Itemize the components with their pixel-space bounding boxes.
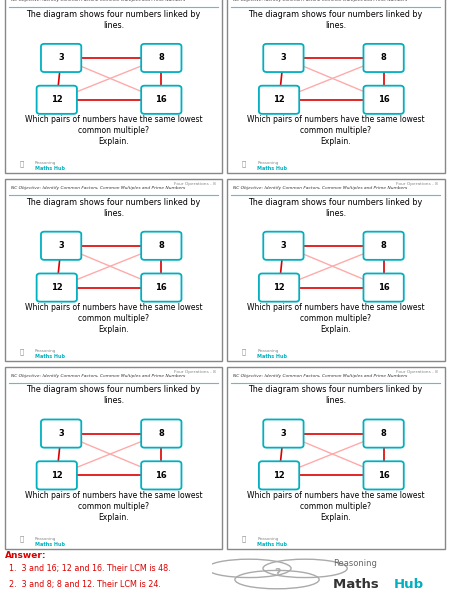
Text: Four Operations - 8: Four Operations - 8 <box>396 370 438 374</box>
FancyBboxPatch shape <box>263 232 304 260</box>
Text: 2.  3 and 8; 8 and 12. Their LCM is 24.: 2. 3 and 8; 8 and 12. Their LCM is 24. <box>9 580 161 589</box>
Text: Reasoning: Reasoning <box>35 349 56 358</box>
FancyBboxPatch shape <box>259 274 299 302</box>
Text: Reasoning: Reasoning <box>35 161 56 170</box>
Text: Reasoning: Reasoning <box>35 536 56 545</box>
Text: 16: 16 <box>155 283 167 292</box>
Text: 12: 12 <box>273 283 285 292</box>
FancyBboxPatch shape <box>36 274 77 302</box>
FancyBboxPatch shape <box>263 44 304 72</box>
Text: Ⓡ: Ⓡ <box>242 536 246 542</box>
FancyBboxPatch shape <box>41 232 81 260</box>
Text: Ⓡ: Ⓡ <box>242 160 246 167</box>
Text: Four Operations - 8: Four Operations - 8 <box>396 182 438 186</box>
Text: 8: 8 <box>381 241 387 250</box>
Text: 3: 3 <box>280 241 286 250</box>
Text: Ⓡ: Ⓡ <box>20 348 24 355</box>
FancyBboxPatch shape <box>364 232 404 260</box>
FancyBboxPatch shape <box>364 419 404 448</box>
FancyBboxPatch shape <box>364 86 404 114</box>
Text: 12: 12 <box>51 471 63 480</box>
FancyBboxPatch shape <box>141 461 181 490</box>
Text: Reasoning: Reasoning <box>333 559 377 568</box>
FancyBboxPatch shape <box>141 274 181 302</box>
FancyBboxPatch shape <box>364 461 404 490</box>
Text: ?: ? <box>274 568 280 578</box>
Text: 8: 8 <box>158 53 164 62</box>
Text: Reasoning: Reasoning <box>257 536 279 545</box>
Text: Which pairs of numbers have the same lowest
common multiple?
Explain.: Which pairs of numbers have the same low… <box>25 115 202 146</box>
Text: 3: 3 <box>58 53 64 62</box>
Text: The diagram shows four numbers linked by
lines.: The diagram shows four numbers linked by… <box>26 385 201 406</box>
Text: Four Operations - 8: Four Operations - 8 <box>174 370 216 374</box>
FancyBboxPatch shape <box>41 44 81 72</box>
Text: Which pairs of numbers have the same lowest
common multiple?
Explain.: Which pairs of numbers have the same low… <box>247 115 424 146</box>
FancyBboxPatch shape <box>141 232 181 260</box>
Text: Ⓡ: Ⓡ <box>20 536 24 542</box>
Text: Maths: Maths <box>333 578 383 591</box>
FancyBboxPatch shape <box>364 274 404 302</box>
Text: 16: 16 <box>378 471 390 480</box>
FancyBboxPatch shape <box>41 419 81 448</box>
FancyBboxPatch shape <box>141 86 181 114</box>
FancyBboxPatch shape <box>36 461 77 490</box>
Text: Answer:: Answer: <box>4 551 46 560</box>
Text: NC Objective: Identify Common Factors, Common Multiples and Prime Numbers: NC Objective: Identify Common Factors, C… <box>11 0 185 2</box>
Text: 8: 8 <box>158 241 164 250</box>
FancyBboxPatch shape <box>259 461 299 490</box>
Text: 12: 12 <box>51 95 63 104</box>
Text: 3: 3 <box>280 429 286 438</box>
Text: Maths Hub: Maths Hub <box>35 166 65 172</box>
Text: 12: 12 <box>273 471 285 480</box>
Text: The diagram shows four numbers linked by
lines.: The diagram shows four numbers linked by… <box>248 197 423 218</box>
FancyBboxPatch shape <box>259 86 299 114</box>
Text: 16: 16 <box>155 95 167 104</box>
Text: The diagram shows four numbers linked by
lines.: The diagram shows four numbers linked by… <box>26 10 201 30</box>
FancyBboxPatch shape <box>36 86 77 114</box>
Text: Maths Hub: Maths Hub <box>257 542 287 547</box>
Text: NC Objective: Identify Common Factors, Common Multiples and Prime Numbers: NC Objective: Identify Common Factors, C… <box>11 374 185 377</box>
Text: 12: 12 <box>273 95 285 104</box>
Text: Reasoning: Reasoning <box>257 161 279 170</box>
Text: Which pairs of numbers have the same lowest
common multiple?
Explain.: Which pairs of numbers have the same low… <box>25 303 202 334</box>
Text: NC Objective: Identify Common Factors, Common Multiples and Prime Numbers: NC Objective: Identify Common Factors, C… <box>234 0 408 2</box>
Text: Hub: Hub <box>394 578 424 591</box>
Text: Maths Hub: Maths Hub <box>257 354 287 359</box>
Text: 8: 8 <box>381 429 387 438</box>
FancyBboxPatch shape <box>141 419 181 448</box>
Text: Maths Hub: Maths Hub <box>257 166 287 172</box>
Text: Maths Hub: Maths Hub <box>35 354 65 359</box>
FancyBboxPatch shape <box>141 44 181 72</box>
Text: 12: 12 <box>51 283 63 292</box>
Text: Reasoning: Reasoning <box>257 349 279 358</box>
FancyBboxPatch shape <box>263 419 304 448</box>
Text: Which pairs of numbers have the same lowest
common multiple?
Explain.: Which pairs of numbers have the same low… <box>25 491 202 522</box>
Text: Which pairs of numbers have the same lowest
common multiple?
Explain.: Which pairs of numbers have the same low… <box>247 303 424 334</box>
Text: 3: 3 <box>58 241 64 250</box>
Text: The diagram shows four numbers linked by
lines.: The diagram shows four numbers linked by… <box>248 10 423 30</box>
Text: 3: 3 <box>58 429 64 438</box>
Text: 16: 16 <box>378 283 390 292</box>
Text: NC Objective: Identify Common Factors, Common Multiples and Prime Numbers: NC Objective: Identify Common Factors, C… <box>11 186 185 190</box>
Text: Ⓡ: Ⓡ <box>20 160 24 167</box>
Text: 3: 3 <box>280 53 286 62</box>
Text: The diagram shows four numbers linked by
lines.: The diagram shows four numbers linked by… <box>26 197 201 218</box>
Text: 1.  3 and 16; 12 and 16. Their LCM is 48.: 1. 3 and 16; 12 and 16. Their LCM is 48. <box>9 564 171 573</box>
Text: NC Objective: Identify Common Factors, Common Multiples and Prime Numbers: NC Objective: Identify Common Factors, C… <box>234 186 408 190</box>
Text: Four Operations - 8: Four Operations - 8 <box>174 182 216 186</box>
Text: Which pairs of numbers have the same lowest
common multiple?
Explain.: Which pairs of numbers have the same low… <box>247 491 424 522</box>
Text: The diagram shows four numbers linked by
lines.: The diagram shows four numbers linked by… <box>248 385 423 406</box>
FancyBboxPatch shape <box>364 44 404 72</box>
Text: Maths Hub: Maths Hub <box>35 542 65 547</box>
Text: 16: 16 <box>378 95 390 104</box>
Text: NC Objective: Identify Common Factors, Common Multiples and Prime Numbers: NC Objective: Identify Common Factors, C… <box>234 374 408 377</box>
Text: 8: 8 <box>158 429 164 438</box>
Text: 8: 8 <box>381 53 387 62</box>
Text: 16: 16 <box>155 471 167 480</box>
Text: Ⓡ: Ⓡ <box>242 348 246 355</box>
